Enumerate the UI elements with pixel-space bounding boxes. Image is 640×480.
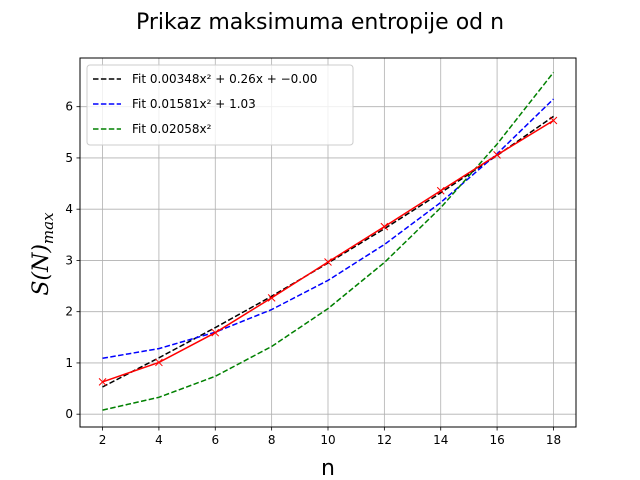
series-layer xyxy=(98,71,558,411)
y-tick-label: 6 xyxy=(65,100,73,114)
y-axis-label: S(N)max xyxy=(29,212,57,296)
x-tick-label: 18 xyxy=(546,433,561,447)
chart-title: Prikaz maksimuma entropije od n xyxy=(136,10,504,35)
x-axis-label: n xyxy=(321,456,335,480)
x-tick-label: 2 xyxy=(99,433,107,447)
data-point-marker xyxy=(324,258,332,266)
marker-stroke xyxy=(324,258,332,266)
data-point-marker xyxy=(211,328,220,337)
marker-stroke xyxy=(155,358,163,367)
series-line-2 xyxy=(102,98,555,360)
y-axis-label-subscript: max xyxy=(39,212,57,244)
legend-label-2: Fit 0.01581x² + 1.03 xyxy=(132,97,256,111)
marker-stroke xyxy=(436,186,445,195)
data-point-marker xyxy=(380,222,389,231)
series-line-1 xyxy=(102,115,554,388)
marker-stroke xyxy=(98,378,107,386)
grid xyxy=(80,58,576,427)
y-axis-label-main: S(N) xyxy=(29,244,54,296)
y-tick-label: 1 xyxy=(65,356,73,370)
marker-stroke xyxy=(549,116,558,125)
marker-stroke xyxy=(380,222,389,231)
x-tick-label: 6 xyxy=(211,433,219,447)
x-tick-label: 10 xyxy=(320,433,335,447)
x-tick-label: 16 xyxy=(489,433,504,447)
x-tick-label: 14 xyxy=(433,433,448,447)
marker-stroke xyxy=(493,151,501,159)
data-point-marker xyxy=(493,151,501,159)
x-tick-label: 12 xyxy=(377,433,392,447)
legend: Fit 0.00348x² + 0.26x + −0.00 Fit 0.01581… xyxy=(86,64,354,146)
y-tick-label: 3 xyxy=(65,253,73,267)
legend-label-3: Fit 0.02058x² xyxy=(132,122,212,136)
data-point-marker xyxy=(98,378,107,386)
series-line-3 xyxy=(102,71,555,411)
legend-label-1: Fit 0.00348x² + 0.26x + −0.00 xyxy=(132,72,317,86)
data-point-marker xyxy=(436,186,445,195)
y-tick-label: 5 xyxy=(65,151,73,165)
marker-stroke xyxy=(211,328,220,337)
x-tick-label: 4 xyxy=(155,433,163,447)
data-point-marker xyxy=(267,293,276,302)
y-tick-label: 4 xyxy=(65,202,73,216)
y-tick-label: 2 xyxy=(65,305,73,319)
data-point-marker xyxy=(155,358,163,367)
y-tick-label: 0 xyxy=(65,407,73,421)
x-tick-label: 8 xyxy=(268,433,276,447)
marker-stroke xyxy=(267,293,276,302)
legend-box xyxy=(86,64,354,146)
data-point-marker xyxy=(549,116,558,125)
